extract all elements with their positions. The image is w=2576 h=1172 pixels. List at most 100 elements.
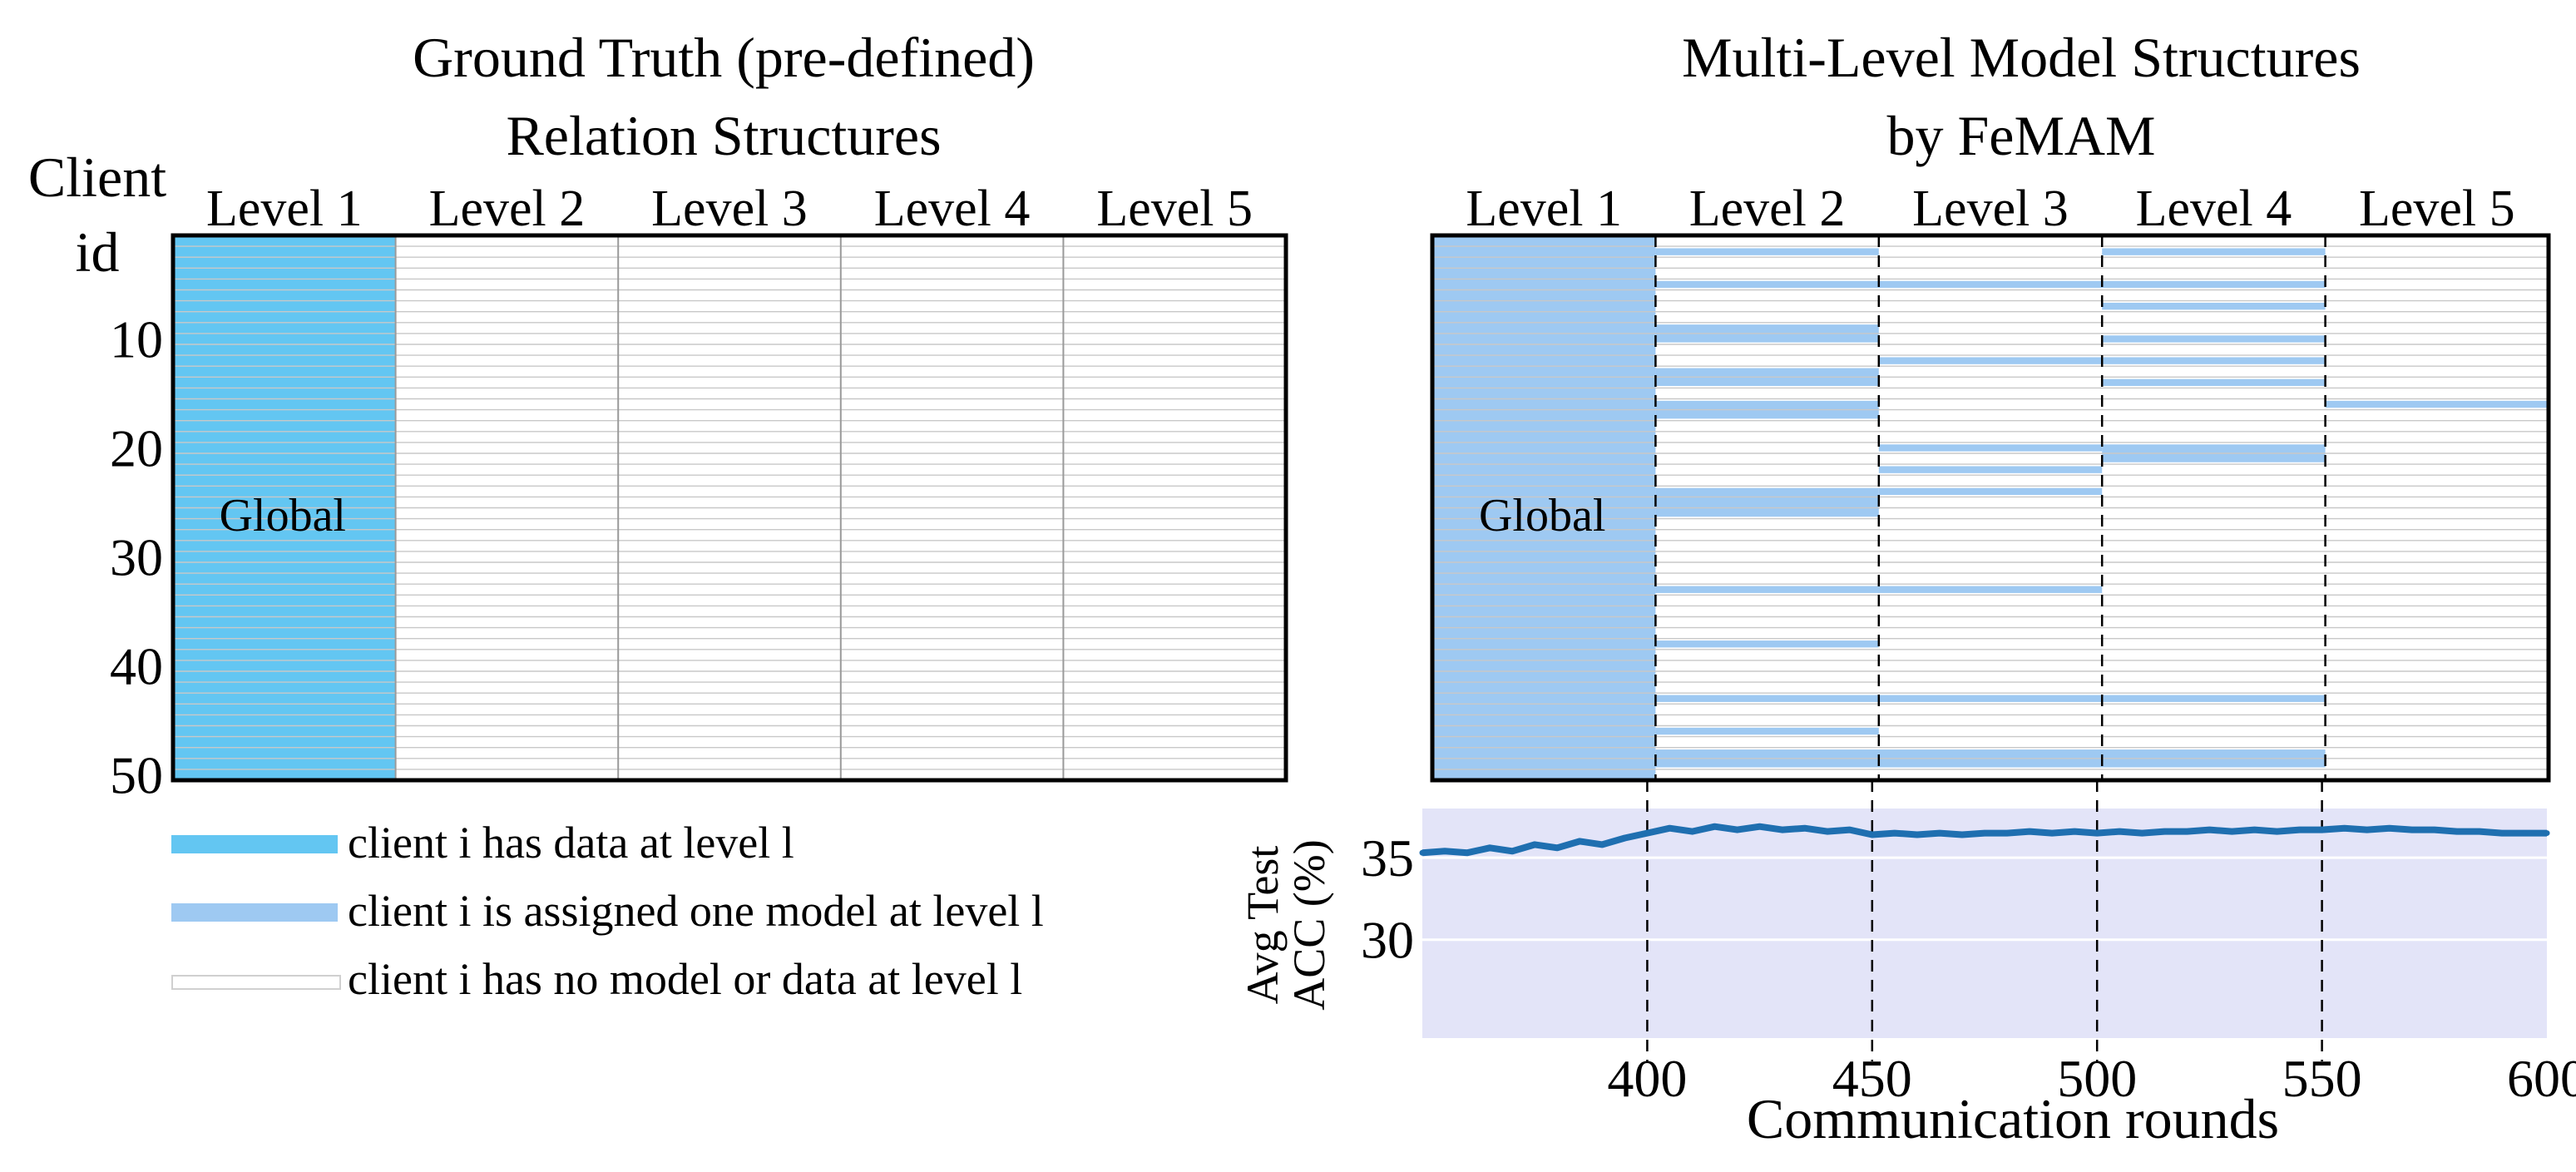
- accuracy-point: [1959, 832, 1965, 838]
- right-cell: [1655, 280, 2326, 289]
- legend-swatch-no-model: [171, 975, 341, 990]
- accuracy-point: [2251, 827, 2257, 833]
- right-cell: [1878, 466, 2103, 473]
- accuracy-point: [2544, 830, 2550, 837]
- accuracy-point: [1981, 830, 1988, 837]
- accuracy-point: [1779, 827, 1786, 833]
- accuracy-point: [1734, 827, 1741, 833]
- accuracy-point: [2386, 825, 2393, 832]
- accuracy-point: [1802, 825, 1808, 832]
- right-cell: [2102, 335, 2326, 343]
- accuracy-y-axis-label-line: ACC (%): [1284, 839, 1334, 1010]
- left-grid-border: [171, 233, 1288, 783]
- accuracy-x-tick: 450: [1832, 1049, 1912, 1108]
- accuracy-point: [2183, 828, 2190, 835]
- accuracy-point: [2116, 828, 2123, 835]
- client-id-axis-label: Client id: [27, 146, 167, 284]
- accuracy-point: [2228, 828, 2235, 835]
- accuracy-point: [1824, 828, 1831, 835]
- right-grid-border: [1430, 233, 2551, 783]
- accuracy-plot-background: [1422, 809, 2547, 1038]
- right-cell: [1655, 586, 2103, 593]
- accuracy-point: [2341, 825, 2348, 832]
- right-cell: [1878, 444, 2103, 452]
- left-client-tick: 20: [110, 418, 163, 477]
- right-cell: [1655, 487, 1879, 517]
- accuracy-point: [2476, 828, 2483, 835]
- right-cell: [1878, 487, 2103, 496]
- right-level-label: Level 2: [1689, 180, 1846, 237]
- left-level-label: Level 1: [206, 180, 363, 237]
- left-client-tick: 50: [110, 745, 163, 804]
- right-level-label: Level 5: [2359, 180, 2515, 237]
- legend-label-assigned: client i is assigned one model at level …: [348, 886, 1044, 936]
- left-level-label: Level 4: [874, 180, 1031, 237]
- accuracy-point: [1576, 838, 1583, 844]
- accuracy-y-tick: 30: [1361, 911, 1414, 970]
- left-global-label: Global: [220, 490, 346, 541]
- accuracy-x-tick: 400: [1607, 1049, 1687, 1108]
- right-level-label: Level 1: [1466, 180, 1622, 237]
- right-cell: [2102, 378, 2326, 387]
- accuracy-x-tick: 600: [2507, 1049, 2576, 1108]
- accuracy-y-axis-label: Avg TestACC (%): [1238, 839, 1334, 1010]
- accuracy-point: [2297, 827, 2303, 833]
- legend-swatch-has-data: [171, 835, 338, 853]
- accuracy-point: [1486, 844, 1493, 851]
- left-panel-title: Ground Truth (pre-defined) Relation Stru…: [413, 26, 1035, 167]
- right-cell: [2325, 400, 2549, 408]
- left-client-tick: 40: [110, 636, 163, 695]
- accuracy-point: [2364, 827, 2371, 833]
- accuracy-y-axis-label-line: Avg Test: [1238, 846, 1288, 1005]
- right-global-label: Global: [1479, 490, 1605, 541]
- accuracy-point: [2454, 828, 2460, 835]
- right-cell: [2102, 302, 2326, 310]
- accuracy-point: [2026, 828, 2033, 835]
- right-level-label: Level 3: [1912, 180, 2069, 237]
- accuracy-point: [1757, 823, 1763, 830]
- accuracy-point: [1869, 832, 1876, 838]
- right-cell: [2102, 248, 2326, 255]
- legend-label-no-model: client i has no model or data at level l: [348, 954, 1023, 1004]
- right-cell: [1655, 727, 1879, 735]
- accuracy-x-axis-label: Communication rounds: [1747, 1087, 2279, 1150]
- accuracy-point: [1531, 841, 1538, 848]
- left-level-label: Level 5: [1096, 180, 1253, 237]
- legend-swatch-assigned: [171, 903, 338, 922]
- accuracy-point: [1847, 827, 1853, 833]
- accuracy-point: [1914, 832, 1921, 838]
- accuracy-x-tick: 550: [2282, 1049, 2362, 1108]
- left-client-tick: 10: [110, 309, 163, 368]
- accuracy-point: [2431, 827, 2438, 833]
- right-level-label: Level 4: [2136, 180, 2292, 237]
- accuracy-y-tick: 35: [1361, 828, 1414, 888]
- accuracy-point: [1419, 849, 1426, 856]
- right-cell: [1878, 357, 2103, 364]
- accuracy-point: [2004, 830, 2010, 837]
- right-cell: [1655, 640, 1879, 648]
- accuracy-point: [2138, 830, 2145, 837]
- accuracy-point: [1644, 830, 1650, 837]
- accuracy-point: [2319, 827, 2326, 833]
- accuracy-point: [1554, 844, 1560, 851]
- accuracy-point: [1712, 823, 1718, 830]
- accuracy-point: [2206, 827, 2213, 833]
- accuracy-point: [2161, 828, 2168, 835]
- right-cell: [1655, 248, 1879, 255]
- accuracy-point: [1688, 828, 1695, 835]
- right-panel-title: Multi-Level Model Structures by FeMAM: [1682, 26, 2361, 167]
- accuracy-point: [2409, 827, 2415, 833]
- left-level-label: Level 2: [429, 180, 586, 237]
- right-cell: [1655, 695, 2326, 702]
- accuracy-point: [1599, 841, 1605, 848]
- accuracy-point: [1509, 848, 1515, 854]
- left-client-tick: 30: [110, 527, 163, 586]
- accuracy-point: [2521, 830, 2528, 837]
- accuracy-point: [2094, 830, 2100, 837]
- legend-label-has-data: client i has data at level l: [348, 818, 794, 868]
- left-level-label: Level 3: [651, 180, 808, 237]
- accuracy-point: [1936, 830, 1943, 837]
- accuracy-point: [2071, 828, 2078, 835]
